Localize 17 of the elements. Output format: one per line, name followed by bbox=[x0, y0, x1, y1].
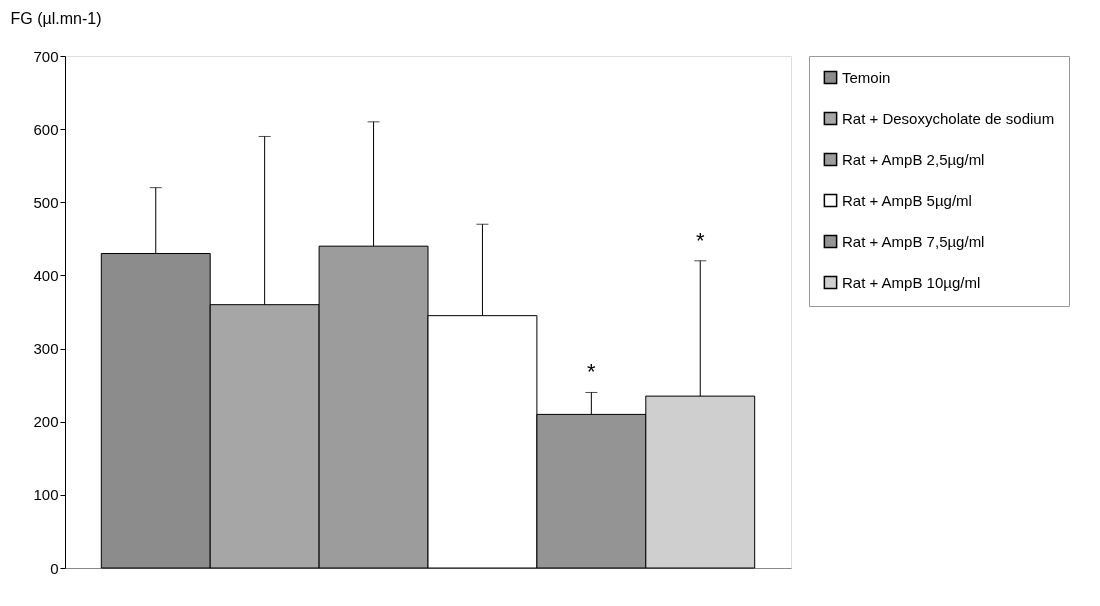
y-tick-label: 300 bbox=[33, 340, 59, 358]
y-tick-label: 400 bbox=[33, 266, 59, 284]
annotation: * bbox=[587, 359, 597, 385]
y-tick-label: 700 bbox=[33, 47, 59, 65]
y-tick-label: 600 bbox=[33, 120, 59, 138]
legend-label: Rat + AmpB 2,5µg/ml bbox=[842, 150, 985, 168]
y-axis-title: FG (µl.mn-1) bbox=[10, 9, 102, 27]
legend-label: Rat + AmpB 5µg/ml bbox=[842, 191, 972, 209]
y-tick-label: 100 bbox=[33, 486, 59, 504]
annotation: * bbox=[695, 227, 705, 253]
legend-label: Rat + Desoxycholate de sodium bbox=[842, 109, 1055, 127]
y-tick-label: 0 bbox=[50, 559, 59, 577]
legend-label: Rat + AmpB 7,5µg/ml bbox=[842, 232, 985, 250]
y-tick-label: 200 bbox=[33, 413, 59, 431]
y-tick-label: 500 bbox=[33, 193, 59, 211]
legend-label: Rat + AmpB 10µg/ml bbox=[842, 273, 981, 291]
legend-label: Temoin bbox=[842, 68, 891, 86]
